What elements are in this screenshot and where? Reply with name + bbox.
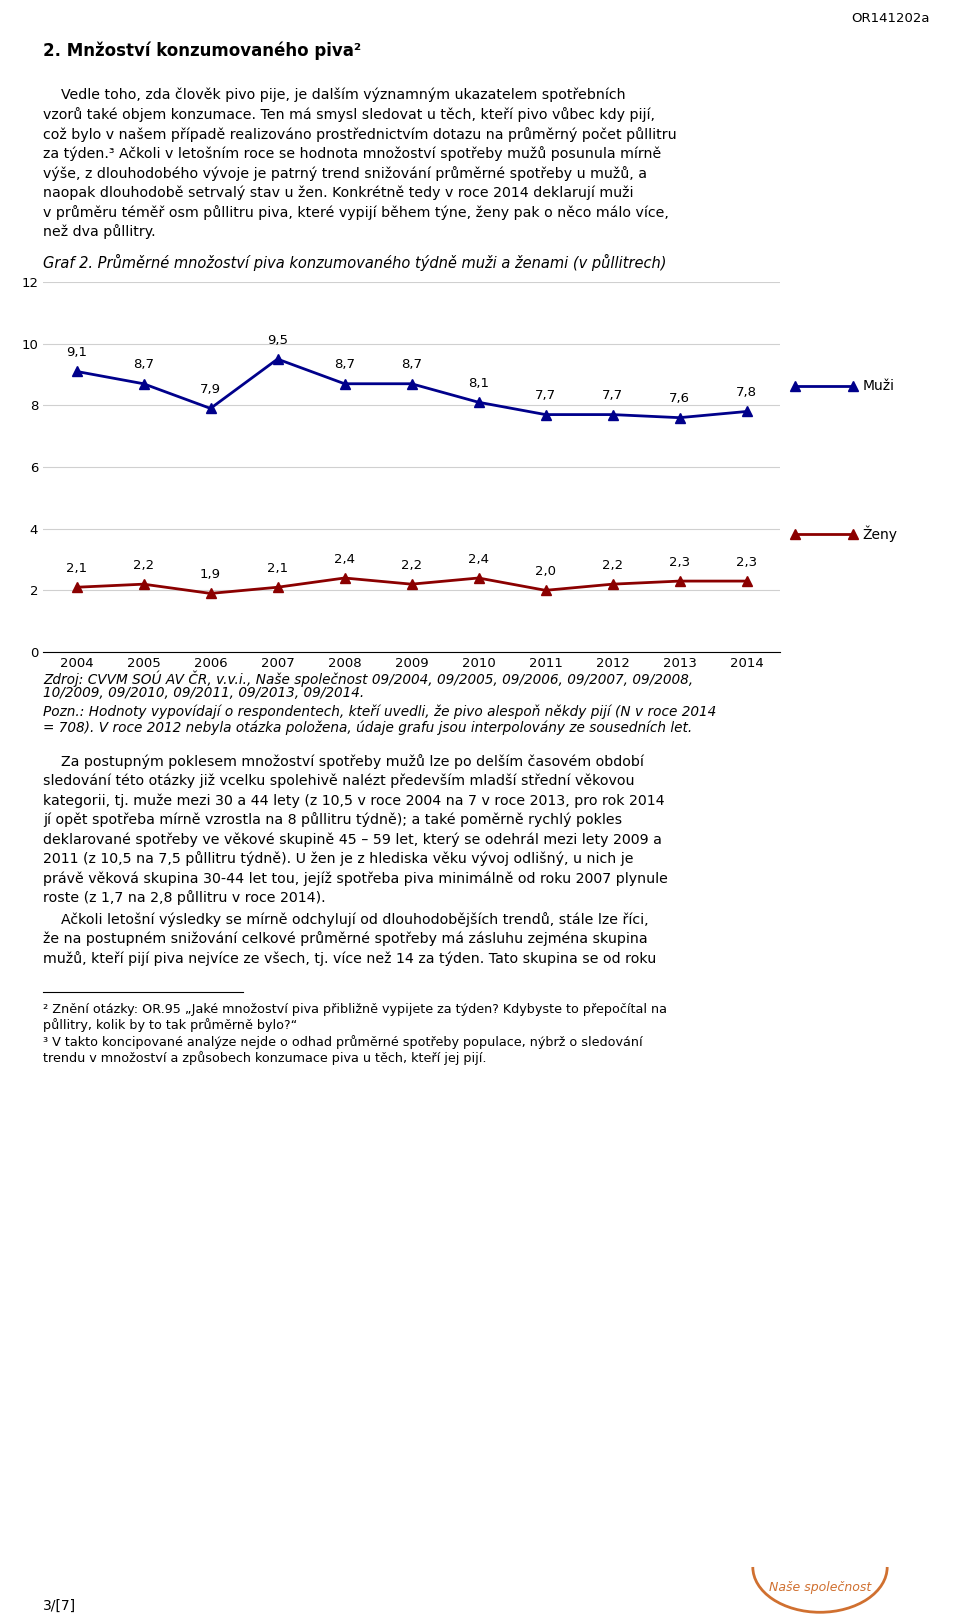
Text: což bylo v našem případě realizováno prostřednictvím dotazu na průměrný počet pů: což bylo v našem případě realizováno pro… [43, 128, 677, 142]
Text: že na postupném snižování celkové průměrné spotřeby má zásluhu zejména skupina: že na postupném snižování celkové průměr… [43, 931, 648, 946]
Text: v průměru téměř osm půllitru piva, které vypijí během týne, ženy pak o něco málo: v průměru téměř osm půllitru piva, které… [43, 205, 669, 220]
Text: trendu v množoství a způsobech konzumace piva u těch, kteří jej pijí.: trendu v množoství a způsobech konzumace… [43, 1051, 487, 1066]
Text: sledování této otázky již vcelku spolehivě nalézt především mladší střední věkov: sledování této otázky již vcelku spolehi… [43, 773, 635, 787]
Text: 7,6: 7,6 [669, 393, 690, 406]
Text: OR141202a: OR141202a [852, 11, 930, 24]
Text: 2,1: 2,1 [267, 561, 288, 574]
Text: 2. Mnžoství konzumovaného piva²: 2. Mnžoství konzumovaného piva² [43, 42, 361, 60]
Text: 8,1: 8,1 [468, 377, 489, 390]
Text: 2,3: 2,3 [736, 556, 757, 569]
Text: mužů, kteří pijí piva nejvíce ze všech, tj. více než 14 za týden. Tato skupina s: mužů, kteří pijí piva nejvíce ze všech, … [43, 951, 657, 965]
Text: 8,7: 8,7 [334, 359, 355, 372]
Text: Pozn.: Hodnoty vypovídají o respondentech, kteří uvedli, že pivo alespoň někdy p: Pozn.: Hodnoty vypovídají o respondentec… [43, 703, 716, 718]
Text: 9,1: 9,1 [66, 346, 87, 359]
Text: 8,7: 8,7 [133, 359, 154, 372]
Text: naopak dlouhodobě setrvalý stav u žen. Konkrétně tedy v roce 2014 deklarují muži: naopak dlouhodobě setrvalý stav u žen. K… [43, 186, 634, 201]
Text: za týden.³ Ačkoli v letošním roce se hodnota množoství spotřeby mužů posunula mí: za týden.³ Ačkoli v letošním roce se hod… [43, 147, 661, 162]
Text: 7,7: 7,7 [602, 390, 623, 403]
Text: Vedle toho, zda člověk pivo pije, je dalším významným ukazatelem spotřebních: Vedle toho, zda člověk pivo pije, je dal… [43, 87, 626, 102]
Text: 2,2: 2,2 [132, 558, 154, 572]
Text: deklarované spotřeby ve věkové skupině 45 – 59 let, který se odehrál mezi lety 2: deklarované spotřeby ve věkové skupině 4… [43, 833, 661, 847]
Text: Muži: Muži [862, 378, 894, 393]
Text: 9,5: 9,5 [267, 333, 288, 346]
Text: ³ V takto koncipované analýze nejde o odhad průměrné spotřeby populace, nýbrž o : ³ V takto koncipované analýze nejde o od… [43, 1035, 642, 1049]
Text: jí opět spotřeba mírně vzrostla na 8 půllitru týdně); a také poměrně rychlý pokl: jí opět spotřeba mírně vzrostla na 8 půl… [43, 812, 622, 828]
Text: výše, z dlouhodobého vývoje je patrný trend snižování průměrné spotřeby u mužů, : výše, z dlouhodobého vývoje je patrný tr… [43, 167, 647, 181]
Text: 1,9: 1,9 [200, 568, 221, 581]
Text: Za postupným poklesem množoství spotřeby mužů lze po delším časovém období: Za postupným poklesem množoství spotřeby… [43, 754, 644, 770]
Text: 10/2009, 09/2010, 09/2011, 09/2013, 09/2014.: 10/2009, 09/2010, 09/2011, 09/2013, 09/2… [43, 686, 364, 700]
Text: = 708). V roce 2012 nebyla otázka položena, údaje grafu jsou interpolovány ze so: = 708). V roce 2012 nebyla otázka polože… [43, 720, 692, 734]
Text: 2,2: 2,2 [602, 558, 623, 572]
Text: 2,2: 2,2 [401, 558, 422, 572]
Text: 2,4: 2,4 [334, 553, 355, 566]
Text: 2011 (z 10,5 na 7,5 půllitru týdně). U žen je z hlediska věku vývoj odlišný, u n: 2011 (z 10,5 na 7,5 půllitru týdně). U ž… [43, 852, 634, 867]
Text: 2,4: 2,4 [468, 553, 489, 566]
Text: právě věková skupina 30-44 let tou, jejíž spotřeba piva minimálně od roku 2007 p: právě věková skupina 30-44 let tou, její… [43, 872, 668, 886]
Text: 7,7: 7,7 [535, 390, 556, 403]
Text: 7,9: 7,9 [200, 383, 221, 396]
Text: roste (z 1,7 na 2,8 půllitru v roce 2014).: roste (z 1,7 na 2,8 půllitru v roce 2014… [43, 891, 325, 906]
Text: půllitry, kolik by to tak průměrně bylo?“: půllitry, kolik by to tak průměrně bylo?… [43, 1019, 298, 1032]
Text: kategorii, tj. muže mezi 30 a 44 lety (z 10,5 v roce 2004 na 7 v roce 2013, pro : kategorii, tj. muže mezi 30 a 44 lety (z… [43, 792, 664, 807]
Text: Zdroj: CVVM SOÚ AV ČR, v.v.i., Naše společnost 09/2004, 09/2005, 09/2006, 09/200: Zdroj: CVVM SOÚ AV ČR, v.v.i., Naše spol… [43, 669, 693, 687]
Text: vzorů také objem konzumace. Ten má smysl sledovat u těch, kteří pivo vůbec kdy p: vzorů také objem konzumace. Ten má smysl… [43, 107, 655, 123]
Text: Graf 2. Průměrné množoství piva konzumovaného týdně muži a ženami (v půllitrech): Graf 2. Průměrné množoství piva konzumov… [43, 254, 666, 272]
Text: 3/[7]: 3/[7] [43, 1599, 76, 1614]
Text: Ačkoli letošní výsledky se mírně odchylují od dlouhodobějších trendů, stále lze : Ačkoli letošní výsledky se mírně odchylu… [43, 912, 649, 927]
Text: 2,3: 2,3 [669, 556, 690, 569]
Text: ² Znění otázky: OR.95 „Jaké množoství piva přibližně vypijete za týden? Kdybyste: ² Znění otázky: OR.95 „Jaké množoství pi… [43, 1003, 667, 1015]
Text: Ženy: Ženy [862, 526, 898, 542]
Text: 2,1: 2,1 [66, 561, 87, 574]
Text: Naše společnost: Naše společnost [769, 1580, 871, 1593]
Text: 2,0: 2,0 [535, 564, 556, 577]
Text: 7,8: 7,8 [736, 386, 757, 399]
Text: 8,7: 8,7 [401, 359, 422, 372]
Text: než dva půllitry.: než dva půllitry. [43, 225, 156, 239]
